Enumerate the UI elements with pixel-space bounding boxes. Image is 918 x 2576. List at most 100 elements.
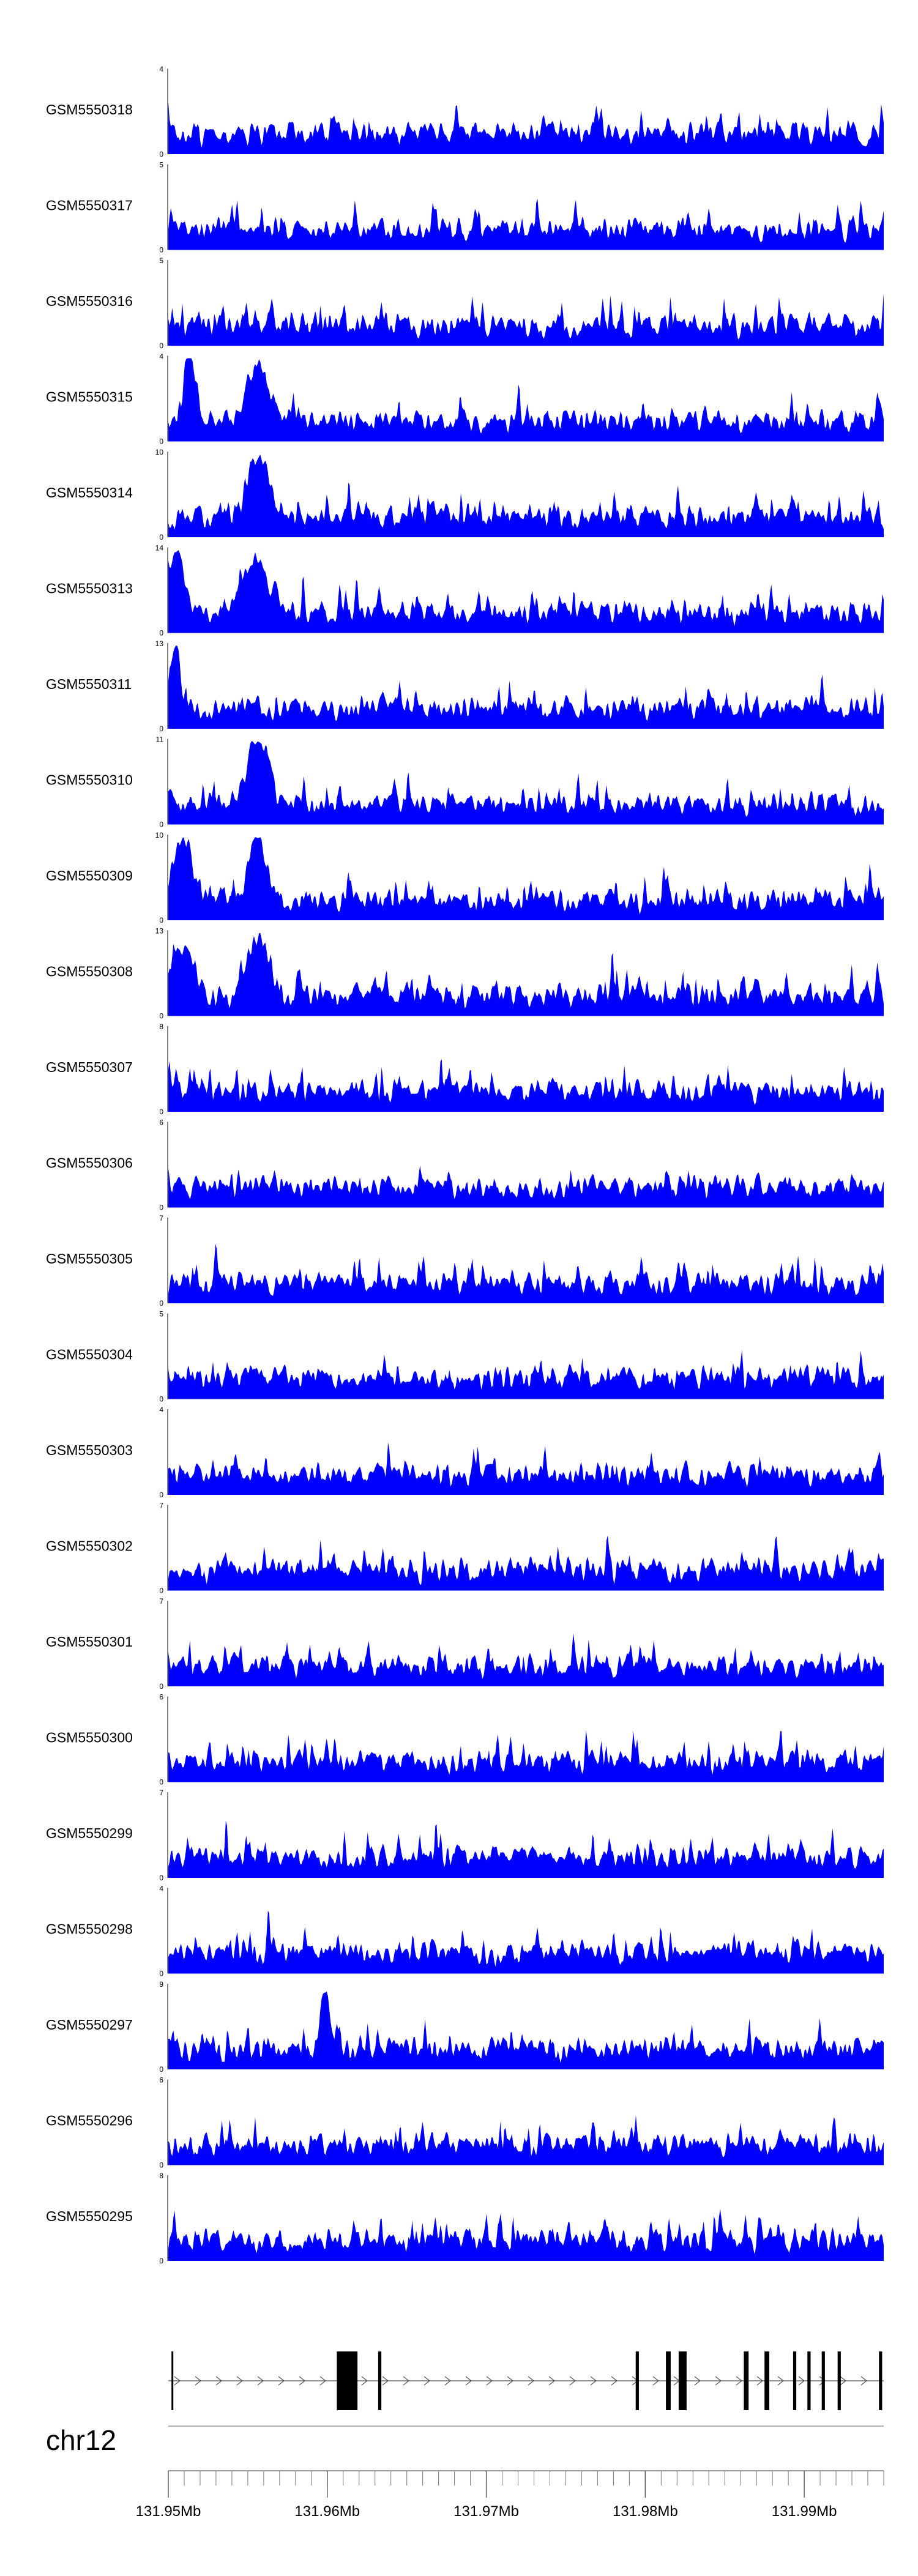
strand-arrow	[652, 2376, 659, 2386]
strand-arrow	[860, 2376, 867, 2386]
strand-arrow	[528, 2376, 534, 2386]
y-tick-label: 0	[159, 341, 163, 350]
y-tick-label: 6	[159, 1119, 163, 1127]
y-tick-label: 0	[159, 533, 163, 542]
y-tick-label: 13	[155, 639, 164, 648]
coverage-area	[168, 1820, 884, 1878]
strand-arrow	[798, 2376, 805, 2386]
y-tick-label: 0	[159, 246, 163, 255]
coverage-area	[168, 646, 884, 729]
coverage-area	[168, 932, 884, 1016]
strand-arrow	[278, 2376, 285, 2386]
exon	[807, 2351, 811, 2410]
coverage-area	[168, 358, 884, 442]
strand-arrow	[361, 2376, 368, 2386]
track: GSM5550304 5 0	[46, 1310, 884, 1404]
y-tick-label: 7	[159, 1597, 163, 1606]
coverage-area	[168, 1535, 884, 1591]
y-tick-label: 13	[155, 927, 164, 936]
track: GSM5550318 4 0	[46, 65, 884, 158]
strand-arrow	[424, 2376, 430, 2386]
y-tick-label: 0	[159, 916, 163, 925]
strand-arrow	[569, 2376, 576, 2386]
y-tick-label: 6	[159, 1693, 163, 1702]
track-label: GSM5550305	[46, 1251, 133, 1267]
coverage-area	[168, 455, 884, 537]
track: GSM5550305 7 0	[46, 1214, 884, 1308]
track-label: GSM5550314	[46, 485, 133, 501]
y-tick-label: 0	[159, 724, 163, 733]
track-label: GSM5550302	[46, 1538, 133, 1554]
track-label: GSM5550304	[46, 1347, 133, 1363]
y-tick-label: 5	[159, 161, 163, 169]
exon	[171, 2351, 174, 2410]
y-tick-label: 9	[159, 1980, 163, 1989]
coverage-area	[168, 2208, 884, 2261]
track: GSM5550302 7 0	[46, 1502, 884, 1595]
exon	[793, 2351, 797, 2410]
track-label: GSM5550313	[46, 581, 133, 597]
track-label: GSM5550317	[46, 198, 133, 214]
strand-arrow	[236, 2376, 243, 2386]
strand-arrow	[507, 2376, 513, 2386]
strand-arrow	[756, 2376, 763, 2386]
y-tick-label: 10	[155, 448, 164, 456]
y-tick-label: 4	[159, 65, 163, 73]
track-label: GSM5550306	[46, 1155, 133, 1171]
strand-arrow	[465, 2376, 472, 2386]
track: GSM5550297 9 0	[46, 1980, 884, 2074]
strand-arrow	[382, 2376, 389, 2386]
track: GSM5550299 7 0	[46, 1789, 884, 1882]
track-label: GSM5550309	[46, 868, 133, 884]
y-tick-label: 0	[159, 1204, 163, 1212]
track-label: GSM5550295	[46, 2208, 133, 2224]
strand-arrow	[174, 2376, 181, 2386]
y-tick-label: 0	[159, 629, 163, 638]
strand-arrow	[299, 2376, 305, 2386]
y-tick-label: 0	[159, 1107, 163, 1116]
coverage-tracks: GSM555031840GSM555031750GSM555031650GSM5…	[46, 65, 884, 2265]
track-label: GSM5550316	[46, 293, 133, 309]
track-label: GSM5550301	[46, 1634, 133, 1650]
strand-arrow	[840, 2376, 846, 2386]
y-tick-label: 5	[159, 256, 163, 265]
y-tick-label: 0	[159, 1874, 163, 1882]
coverage-area	[168, 1633, 884, 1686]
strand-arrow	[403, 2376, 409, 2386]
x-tick-label: 131.95Mb	[136, 2503, 201, 2520]
y-tick-label: 7	[159, 1214, 163, 1223]
y-tick-label: 10	[155, 831, 164, 839]
y-tick-label: 0	[159, 821, 163, 829]
strand-arrow	[590, 2376, 597, 2386]
exon	[744, 2351, 749, 2410]
gene-model	[168, 2351, 884, 2410]
coverage-area	[168, 293, 884, 346]
track: GSM5550313 14 0	[46, 544, 884, 638]
track: GSM5550316 5 0	[46, 256, 884, 350]
y-tick-label: 4	[159, 1885, 163, 1893]
exon	[378, 2351, 382, 2410]
coverage-area	[168, 837, 884, 920]
track-label: GSM5550308	[46, 964, 133, 980]
coverage-area	[168, 1243, 884, 1303]
coverage-area	[168, 1991, 884, 2069]
strand-arrow	[319, 2376, 326, 2386]
y-tick-label: 0	[159, 1395, 163, 1404]
track-label: GSM5550297	[46, 2017, 133, 2033]
y-tick-label: 0	[159, 2161, 163, 2170]
track-label: GSM5550307	[46, 1059, 133, 1075]
strand-arrow	[715, 2376, 722, 2386]
track: GSM5550309 10 0	[46, 831, 884, 925]
exon	[666, 2351, 671, 2410]
y-tick-label: 0	[159, 1587, 163, 1595]
coverage-area	[168, 1730, 884, 1782]
track-label: GSM5550311	[46, 676, 132, 692]
exon	[764, 2351, 769, 2410]
x-tick-label: 131.96Mb	[294, 2503, 360, 2520]
track-label: GSM5550303	[46, 1442, 133, 1458]
y-tick-label: 0	[159, 1299, 163, 1308]
coverage-area	[168, 550, 884, 633]
track-label: GSM5550296	[46, 2113, 133, 2129]
track: GSM5550300 6 0	[46, 1693, 884, 1787]
genome-axis: chr12 131.95Mb 131.96Mb 131.97Mb 131.98Mb 13…	[46, 2424, 884, 2520]
